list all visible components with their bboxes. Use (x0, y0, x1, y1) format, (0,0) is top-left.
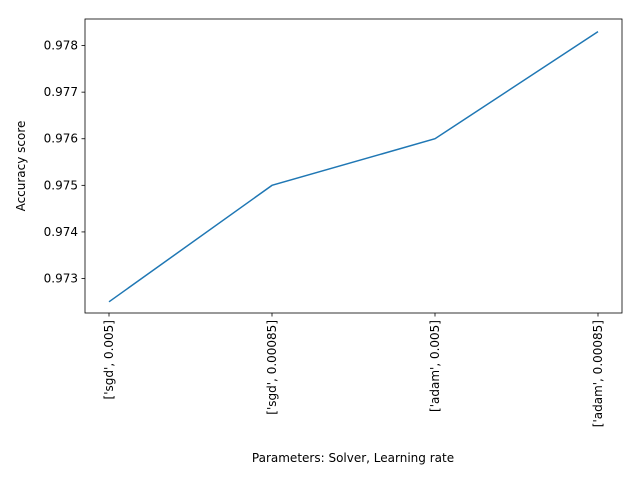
x-axis-ticks: ['sgd', 0.005] ['sgd', 0.00085] ['adam', 0… (102, 313, 605, 427)
y-axis-ticks: 0.973 0.974 0.975 0.976 0.977 0.978 (44, 39, 85, 286)
plot-frame (84, 18, 623, 314)
y-tick-label: 0.973 (44, 272, 78, 286)
x-tick-label: ['adam', 0.005] (428, 320, 442, 412)
x-tick-label: ['sgd', 0.005] (102, 320, 116, 399)
accuracy-series-line (108, 30, 599, 303)
y-tick-label: 0.978 (44, 39, 78, 53)
y-axis-label: Accuracy score (14, 121, 28, 212)
x-tick-label: ['sgd', 0.00085] (265, 320, 279, 415)
y-tick-label: 0.976 (44, 132, 78, 146)
y-tick-label: 0.974 (44, 225, 78, 239)
x-axis-label: Parameters: Solver, Learning rate (252, 451, 454, 465)
y-tick-label: 0.977 (44, 85, 78, 99)
y-tick-label: 0.975 (44, 178, 78, 192)
plot-area (85, 19, 622, 313)
x-tick-label: ['adam', 0.00085] (591, 320, 605, 427)
